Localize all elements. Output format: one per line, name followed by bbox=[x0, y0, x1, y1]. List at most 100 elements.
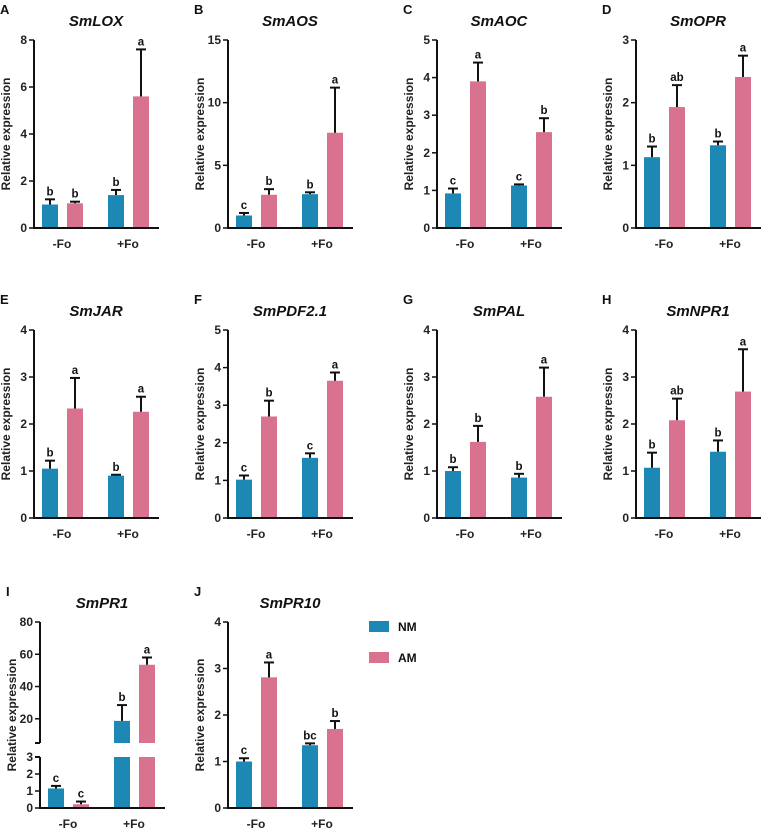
bar-nm bbox=[236, 215, 252, 228]
bar-am-lower bbox=[139, 757, 155, 808]
y-axis-label: Relative expression bbox=[402, 368, 416, 481]
y-tick-label: 1 bbox=[423, 464, 430, 478]
x-tick-label: -Fo bbox=[247, 527, 266, 541]
x-tick-label: -Fo bbox=[655, 237, 674, 251]
bar-am bbox=[536, 396, 552, 518]
bar-am bbox=[261, 677, 277, 808]
y-axis-label: Relative expression bbox=[0, 78, 13, 191]
bar-am bbox=[669, 420, 685, 518]
bar-nm bbox=[302, 745, 318, 808]
panel-letter: C bbox=[403, 2, 413, 17]
bar-am bbox=[67, 203, 83, 228]
significance-letter: c bbox=[241, 745, 248, 757]
y-tick-label: 0 bbox=[20, 511, 27, 525]
significance-letter: ab bbox=[670, 386, 683, 398]
legend-swatch-nm bbox=[369, 621, 389, 632]
significance-letter: b bbox=[46, 186, 53, 198]
y-tick-label: 0 bbox=[214, 221, 221, 235]
bar-am bbox=[327, 132, 343, 228]
significance-letter: b bbox=[474, 413, 481, 425]
bar-am bbox=[735, 391, 751, 518]
significance-letter: b bbox=[648, 440, 655, 452]
panel-letter: F bbox=[194, 292, 202, 307]
significance-letter: c bbox=[450, 176, 457, 188]
y-tick-label: 5 bbox=[214, 323, 221, 337]
y-axis-label: Relative expression bbox=[193, 659, 207, 772]
x-tick-label: -Fo bbox=[456, 527, 475, 541]
x-tick-label: -Fo bbox=[53, 527, 72, 541]
x-tick-label: +Fo bbox=[123, 817, 145, 828]
y-axis-label: Relative expression bbox=[193, 368, 207, 481]
bar-am bbox=[735, 76, 751, 229]
panel-letter: A bbox=[0, 2, 10, 17]
bar-nm bbox=[710, 145, 726, 228]
significance-letter: a bbox=[332, 359, 339, 371]
significance-letter: b bbox=[648, 134, 655, 146]
y-tick-label: 1 bbox=[622, 158, 629, 172]
significance-letter: a bbox=[266, 649, 273, 661]
bar-am bbox=[133, 411, 149, 518]
significance-letter: a bbox=[138, 384, 145, 396]
significance-letter: a bbox=[740, 336, 747, 348]
significance-letter: c bbox=[516, 171, 523, 183]
bar-am bbox=[67, 408, 83, 518]
bar-nm bbox=[236, 761, 252, 808]
x-tick-label: +Fo bbox=[520, 527, 542, 541]
y-tick-label: 2 bbox=[423, 417, 430, 431]
x-tick-label: +Fo bbox=[311, 817, 333, 828]
y-tick-label: 20 bbox=[20, 712, 34, 726]
panel-letter: B bbox=[194, 2, 203, 17]
x-tick-label: -Fo bbox=[53, 237, 72, 251]
bar-nm bbox=[114, 720, 130, 743]
y-tick-label: 2 bbox=[622, 417, 629, 431]
bar-am bbox=[261, 194, 277, 228]
panel-letter: D bbox=[602, 2, 611, 17]
bar-am bbox=[73, 804, 89, 808]
panel-letter: G bbox=[403, 292, 413, 307]
panel-title: SmPR1 bbox=[76, 595, 129, 612]
bar-nm bbox=[42, 204, 58, 228]
panel-letter: J bbox=[194, 584, 201, 599]
y-tick-label: 2 bbox=[20, 417, 27, 431]
y-tick-label: 2 bbox=[423, 146, 430, 160]
y-tick-label: 15 bbox=[208, 33, 222, 47]
y-axis-label: Relative expression bbox=[5, 659, 19, 772]
bar-am bbox=[327, 728, 343, 808]
legend: NM AM bbox=[369, 620, 417, 665]
y-tick-label: 0 bbox=[423, 511, 430, 525]
significance-letter: a bbox=[541, 355, 548, 367]
y-tick-label: 0 bbox=[214, 801, 221, 815]
y-tick-label: 3 bbox=[26, 750, 33, 764]
bar-nm bbox=[302, 457, 318, 518]
significance-letter: a bbox=[138, 36, 145, 48]
y-tick-label: 3 bbox=[622, 33, 629, 47]
legend-swatch-am bbox=[369, 652, 389, 663]
y-tick-label: 0 bbox=[622, 511, 629, 525]
significance-letter: bc bbox=[303, 730, 317, 742]
y-tick-label: 3 bbox=[423, 108, 430, 122]
y-tick-label: 4 bbox=[423, 71, 430, 85]
bar-nm bbox=[42, 468, 58, 518]
bar-am bbox=[133, 96, 149, 229]
significance-letter: a bbox=[72, 365, 79, 377]
significance-letter: b bbox=[71, 189, 78, 201]
significance-letter: b bbox=[118, 692, 125, 704]
panel-letter: H bbox=[602, 292, 611, 307]
y-tick-label: 80 bbox=[20, 615, 34, 629]
bar-nm bbox=[108, 195, 124, 228]
significance-letter: b bbox=[265, 176, 272, 188]
y-tick-label: 1 bbox=[20, 464, 27, 478]
y-tick-label: 4 bbox=[20, 323, 27, 337]
y-tick-label: 4 bbox=[20, 127, 27, 141]
y-tick-label: 2 bbox=[214, 436, 221, 450]
x-tick-label: -Fo bbox=[247, 817, 266, 828]
y-tick-label: 2 bbox=[214, 708, 221, 722]
y-tick-label: 3 bbox=[214, 662, 221, 676]
bar-am bbox=[470, 441, 486, 518]
significance-letter: c bbox=[53, 773, 60, 785]
y-tick-label: 40 bbox=[20, 680, 34, 694]
significance-letter: b bbox=[449, 454, 456, 466]
x-tick-label: +Fo bbox=[311, 237, 333, 251]
bar-nm bbox=[644, 157, 660, 228]
y-tick-label: 0 bbox=[214, 511, 221, 525]
